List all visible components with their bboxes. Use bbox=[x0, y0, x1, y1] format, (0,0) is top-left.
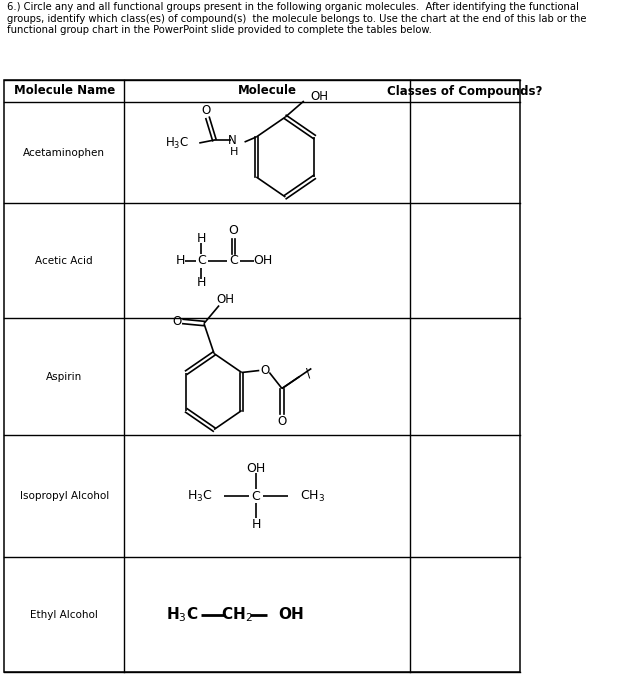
Text: H$_3$C: H$_3$C bbox=[166, 605, 198, 624]
Text: H: H bbox=[230, 147, 238, 157]
Text: N: N bbox=[227, 134, 236, 146]
Text: C: C bbox=[197, 254, 206, 267]
Text: O: O bbox=[228, 224, 239, 237]
Text: OH: OH bbox=[279, 607, 304, 622]
Text: Aspirin: Aspirin bbox=[46, 372, 83, 382]
Text: OH: OH bbox=[310, 90, 329, 104]
Text: C: C bbox=[229, 254, 238, 267]
Text: CH$_2$: CH$_2$ bbox=[221, 605, 253, 624]
Text: H$_3$C: H$_3$C bbox=[165, 136, 189, 150]
Text: O: O bbox=[173, 315, 182, 328]
Text: O: O bbox=[260, 364, 270, 377]
Text: 6.) Circle any and all functional groups present in the following organic molecu: 6.) Circle any and all functional groups… bbox=[7, 2, 586, 35]
Text: Acetic Acid: Acetic Acid bbox=[36, 256, 93, 265]
Text: H: H bbox=[197, 276, 206, 289]
Text: Ethyl Alcohol: Ethyl Alcohol bbox=[30, 610, 98, 620]
Text: C: C bbox=[252, 489, 260, 503]
Text: O: O bbox=[202, 104, 210, 116]
Text: O: O bbox=[277, 415, 287, 428]
Text: Isopropyl Alcohol: Isopropyl Alcohol bbox=[19, 491, 109, 501]
Text: Classes of Compounds?: Classes of Compounds? bbox=[387, 85, 542, 97]
Text: H: H bbox=[176, 254, 185, 267]
Text: Molecule Name: Molecule Name bbox=[14, 85, 115, 97]
Text: OH: OH bbox=[216, 293, 234, 306]
Bar bbox=[4, 80, 520, 672]
Text: CH$_3$: CH$_3$ bbox=[300, 489, 325, 503]
Text: $\backslash$: $\backslash$ bbox=[305, 367, 312, 381]
Text: H: H bbox=[197, 232, 206, 245]
Text: Acetaminophen: Acetaminophen bbox=[23, 148, 105, 158]
Text: H$_3$C: H$_3$C bbox=[187, 489, 212, 503]
Text: OH: OH bbox=[253, 254, 272, 267]
Text: OH: OH bbox=[247, 461, 265, 475]
Text: Molecule: Molecule bbox=[237, 85, 297, 97]
Text: H: H bbox=[251, 517, 260, 531]
